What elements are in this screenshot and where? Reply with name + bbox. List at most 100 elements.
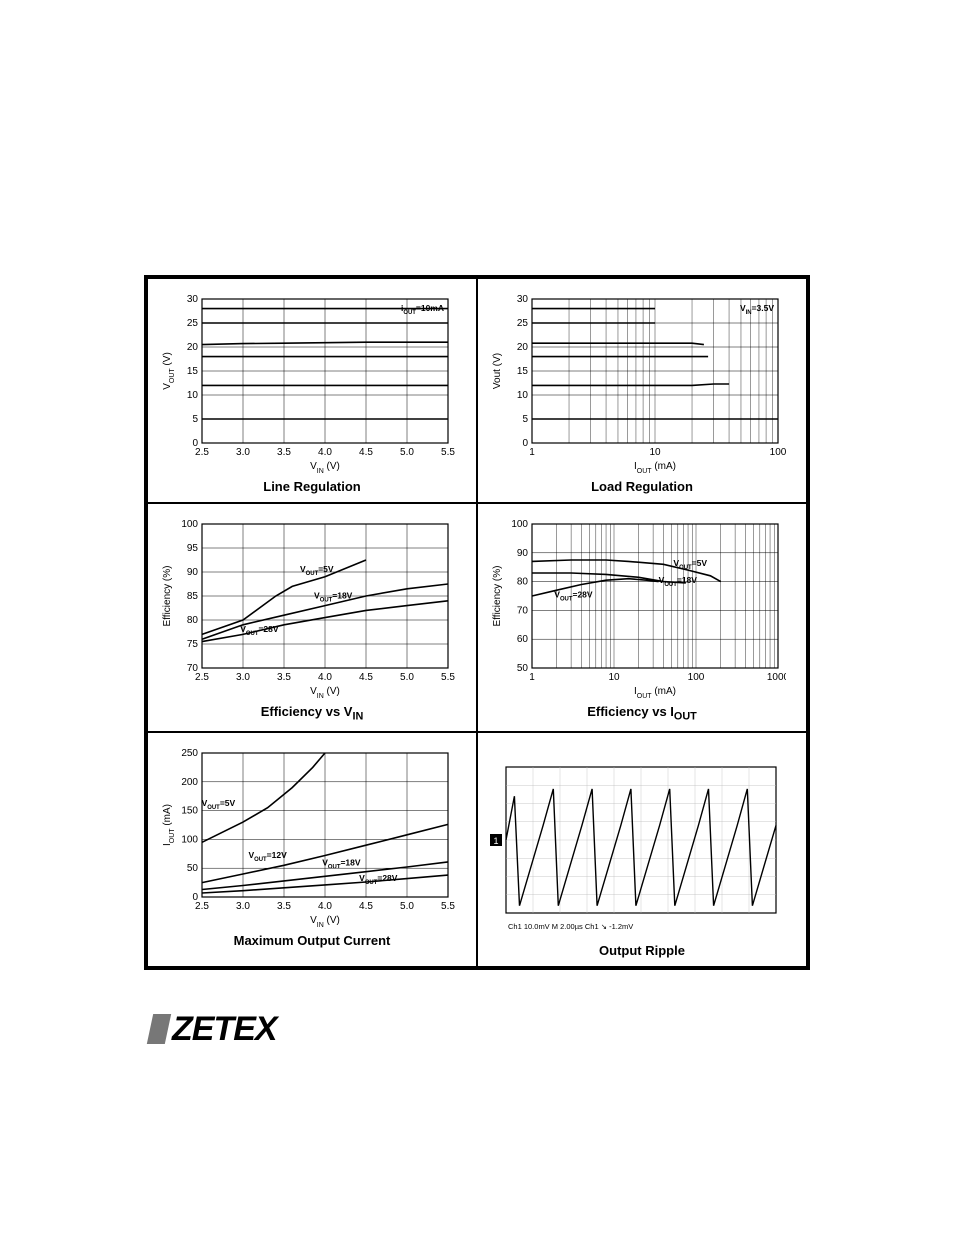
svg-text:VOUT=5V: VOUT=5V xyxy=(673,558,707,571)
svg-text:95: 95 xyxy=(187,543,199,554)
svg-text:150: 150 xyxy=(181,805,198,816)
svg-text:30: 30 xyxy=(187,294,199,305)
svg-text:4.0: 4.0 xyxy=(318,447,332,458)
svg-text:5: 5 xyxy=(522,414,528,425)
chart-row: 0510152025302.53.03.54.04.55.05.5VIN (V)… xyxy=(147,278,807,503)
chart-caption: Efficiency vs IOUT xyxy=(486,704,798,723)
svg-text:85: 85 xyxy=(187,591,199,602)
svg-text:VOUT (V): VOUT (V) xyxy=(162,352,176,390)
svg-text:3.5: 3.5 xyxy=(277,672,291,683)
logo-slash-icon xyxy=(147,1014,171,1044)
chart-caption: Line Regulation xyxy=(156,479,468,494)
svg-text:VIN=3.5V: VIN=3.5V xyxy=(740,303,774,316)
svg-text:3.0: 3.0 xyxy=(236,901,250,912)
chart-row: 0501001502002502.53.03.54.04.55.05.5VIN … xyxy=(147,732,807,967)
caption-sub: OUT xyxy=(674,711,697,723)
svg-text:90: 90 xyxy=(187,567,199,578)
svg-text:90: 90 xyxy=(517,548,529,559)
svg-text:1: 1 xyxy=(529,447,535,458)
svg-text:4.0: 4.0 xyxy=(318,901,332,912)
svg-text:100: 100 xyxy=(511,519,528,530)
chart-cell-load-regulation: 0 5 10 15 20 25 30 1 10 100 IOUT (mA) Vout (V) VIN=3… xyxy=(477,278,807,503)
svg-text:3.5: 3.5 xyxy=(277,901,291,912)
svg-text:100: 100 xyxy=(770,447,786,458)
svg-text:5.5: 5.5 xyxy=(441,447,455,458)
chart-cell-max-output-current: 0501001502002502.53.03.54.04.55.05.5VIN … xyxy=(147,732,477,967)
svg-text:70: 70 xyxy=(517,605,529,616)
datasheet-page: 0510152025302.53.03.54.04.55.05.5VIN (V)… xyxy=(0,275,954,1049)
svg-text:0: 0 xyxy=(522,438,528,449)
svg-text:5.5: 5.5 xyxy=(441,901,455,912)
caption-sub: IN xyxy=(352,711,363,723)
svg-text:4.0: 4.0 xyxy=(318,672,332,683)
svg-text:iOUT=10mA: iOUT=10mA xyxy=(401,303,444,316)
svg-text:80: 80 xyxy=(517,577,529,588)
svg-text:3.0: 3.0 xyxy=(236,447,250,458)
svg-text:2.5: 2.5 xyxy=(195,901,209,912)
svg-text:5: 5 xyxy=(192,414,198,425)
svg-text:Efficiency (%): Efficiency (%) xyxy=(162,566,173,627)
svg-text:3.0: 3.0 xyxy=(236,672,250,683)
svg-text:10: 10 xyxy=(608,672,620,683)
svg-text:VOUT=28V: VOUT=28V xyxy=(554,589,593,602)
chart-plot: 0510152025302.53.03.54.04.55.05.5VIN (V)… xyxy=(156,293,468,473)
chart-caption: Efficiency vs VIN xyxy=(156,704,468,723)
svg-text:60: 60 xyxy=(517,634,529,645)
caption-text: Efficiency vs I xyxy=(587,704,674,719)
svg-text:1: 1 xyxy=(493,836,498,846)
svg-text:30: 30 xyxy=(517,294,529,305)
svg-text:VOUT=12V: VOUT=12V xyxy=(248,849,287,862)
svg-text:100: 100 xyxy=(688,672,705,683)
svg-text:10: 10 xyxy=(517,390,529,401)
svg-text:5.0: 5.0 xyxy=(400,901,414,912)
svg-text:75: 75 xyxy=(187,639,199,650)
chart-caption: Output Ripple xyxy=(486,943,798,958)
svg-text:4.5: 4.5 xyxy=(359,447,373,458)
svg-text:VOUT=28V: VOUT=28V xyxy=(240,624,279,637)
svg-text:VOUT=5V: VOUT=5V xyxy=(202,798,236,811)
svg-text:IOUT (mA): IOUT (mA) xyxy=(634,686,676,698)
svg-text:10: 10 xyxy=(187,390,199,401)
svg-text:Ch1 10.0mV M 2.00µs Ch1: Ch1 10.0mV M 2.00µs Ch1 ↘ -1.2mV xyxy=(508,922,633,931)
chart-caption: Load Regulation xyxy=(486,479,798,494)
svg-text:15: 15 xyxy=(187,366,199,377)
svg-text:20: 20 xyxy=(187,342,199,353)
svg-text:VIN (V): VIN (V) xyxy=(310,461,340,473)
svg-text:1000: 1000 xyxy=(767,672,786,683)
chart-plot: 0 5 10 15 20 25 30 1 10 100 IOUT (mA) Vout (V) VIN=3… xyxy=(486,293,798,473)
svg-text:20: 20 xyxy=(517,342,529,353)
svg-text:10: 10 xyxy=(649,447,661,458)
svg-text:VOUT=28V: VOUT=28V xyxy=(359,872,398,885)
chart-plot: 50607080901001101001000IOUT (mA)Efficien… xyxy=(486,518,798,698)
svg-text:100: 100 xyxy=(181,519,198,530)
svg-text:50: 50 xyxy=(187,863,199,874)
caption-text: Efficiency vs V xyxy=(261,704,353,719)
chart-caption: Maximum Output Current xyxy=(156,933,468,948)
svg-text:VIN (V): VIN (V) xyxy=(310,915,340,927)
svg-text:Efficiency (%): Efficiency (%) xyxy=(492,566,503,627)
chart-plot: 7075808590951002.53.03.54.04.55.05.5VIN … xyxy=(156,518,468,698)
svg-text:250: 250 xyxy=(181,748,198,759)
svg-text:2.5: 2.5 xyxy=(195,672,209,683)
svg-text:5.0: 5.0 xyxy=(400,447,414,458)
chart-row: 7075808590951002.53.03.54.04.55.05.5VIN … xyxy=(147,503,807,732)
zetex-logo: ZETEX xyxy=(150,1010,954,1049)
chart-plot: 1 Ch1 10.0mV M 2.00µs Ch1 ↘ -1.2mV xyxy=(486,747,798,937)
svg-text:VIN (V): VIN (V) xyxy=(310,686,340,698)
chart-cell-efficiency-vs-iout: 50607080901001101001000IOUT (mA)Efficien… xyxy=(477,503,807,732)
svg-text:80: 80 xyxy=(187,615,199,626)
svg-text:IOUT (mA): IOUT (mA) xyxy=(162,804,176,846)
svg-text:2.5: 2.5 xyxy=(195,447,209,458)
logo-text: ZETEX xyxy=(172,1010,277,1049)
chart-cell-line-regulation: 0510152025302.53.03.54.04.55.05.5VIN (V)… xyxy=(147,278,477,503)
svg-text:25: 25 xyxy=(517,318,529,329)
chart-cell-efficiency-vs-vin: 7075808590951002.53.03.54.04.55.05.5VIN … xyxy=(147,503,477,732)
svg-text:1: 1 xyxy=(529,672,535,683)
chart-plot: 0501001502002502.53.03.54.04.55.05.5VIN … xyxy=(156,747,468,927)
svg-text:IOUT (mA): IOUT (mA) xyxy=(634,461,676,473)
svg-text:15: 15 xyxy=(517,366,529,377)
svg-text:100: 100 xyxy=(181,834,198,845)
svg-text:50: 50 xyxy=(517,663,529,674)
chart-grid: 0510152025302.53.03.54.04.55.05.5VIN (V)… xyxy=(144,275,810,970)
svg-text:Vout (V): Vout (V) xyxy=(492,353,503,389)
